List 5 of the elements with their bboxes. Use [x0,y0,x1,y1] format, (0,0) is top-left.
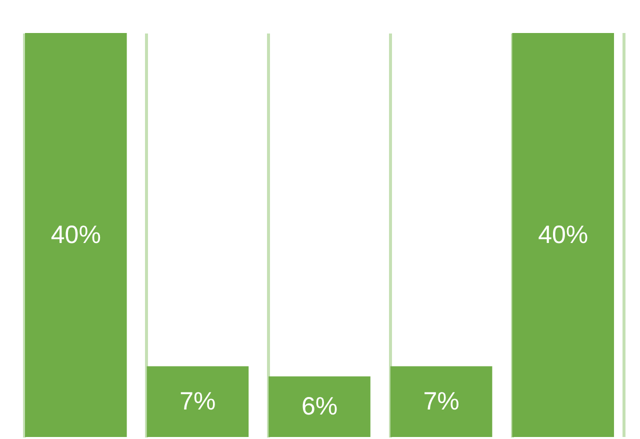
data-label: 7% [180,388,216,416]
data-label: 7% [423,388,460,416]
data-label: 40% [538,221,588,249]
data-label: 6% [301,392,338,421]
data-label: 40% [50,221,101,249]
